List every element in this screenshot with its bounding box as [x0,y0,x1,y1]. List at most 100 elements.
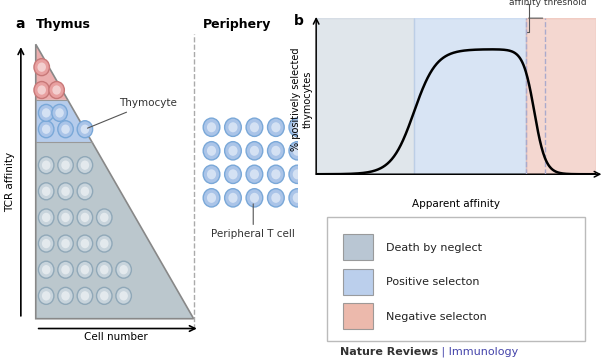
Circle shape [38,105,54,121]
Circle shape [271,146,280,156]
Circle shape [97,235,112,252]
Circle shape [61,187,70,196]
Circle shape [207,122,216,132]
Circle shape [42,291,50,301]
Circle shape [246,165,263,183]
Circle shape [246,142,263,160]
Circle shape [224,189,241,207]
Text: Thymocyte: Thymocyte [88,98,177,128]
Circle shape [61,239,70,248]
Circle shape [271,122,280,132]
Circle shape [42,125,50,134]
Text: Thymus: Thymus [36,18,91,31]
Polygon shape [36,142,193,319]
Circle shape [38,209,54,226]
Circle shape [100,213,109,222]
Circle shape [203,118,220,136]
Circle shape [38,287,54,304]
Circle shape [100,291,109,301]
Circle shape [289,118,306,136]
Text: Negative selecton: Negative selecton [386,311,487,322]
Circle shape [42,213,50,222]
FancyBboxPatch shape [327,217,585,341]
Circle shape [292,193,302,203]
Circle shape [81,291,89,301]
Text: a: a [15,17,24,31]
Circle shape [34,82,49,98]
Text: Positive selecton: Positive selecton [386,277,480,287]
Bar [316,18,414,174]
Circle shape [250,193,259,203]
Polygon shape [36,44,67,100]
Circle shape [61,125,70,134]
Circle shape [250,146,259,156]
Circle shape [289,189,306,207]
Circle shape [229,169,238,179]
Circle shape [97,209,112,226]
Circle shape [224,118,241,136]
Circle shape [58,209,74,226]
Circle shape [119,265,128,274]
Circle shape [38,85,46,95]
Circle shape [224,165,241,183]
Circle shape [229,122,238,132]
Circle shape [58,121,74,138]
Circle shape [229,193,238,203]
Text: TCR affinity: TCR affinity [5,151,15,212]
Text: Apparent affinity: Apparent affinity [412,199,500,209]
Circle shape [97,261,112,278]
Circle shape [289,142,306,160]
Circle shape [61,265,70,274]
Circle shape [42,265,50,274]
Circle shape [100,239,109,248]
Text: % positively selected
thymocytes: % positively selected thymocytes [291,48,313,151]
Bar [414,18,526,174]
Circle shape [77,183,92,200]
Circle shape [81,239,89,248]
Circle shape [42,108,50,118]
Text: | Immunology: | Immunology [438,347,518,357]
Circle shape [207,169,216,179]
Circle shape [58,287,74,304]
Circle shape [271,169,280,179]
Circle shape [77,157,92,174]
Circle shape [77,287,92,304]
FancyBboxPatch shape [343,269,373,295]
Circle shape [38,157,54,174]
Circle shape [203,189,220,207]
Text: b: b [294,14,303,28]
Circle shape [81,125,89,134]
Circle shape [38,261,54,278]
Circle shape [116,261,131,278]
Circle shape [224,142,241,160]
FancyBboxPatch shape [343,303,373,329]
Circle shape [246,189,263,207]
Circle shape [292,169,302,179]
Circle shape [250,122,259,132]
Circle shape [100,265,109,274]
Text: Death by neglect: Death by neglect [386,242,482,253]
Circle shape [61,213,70,222]
Text: Periphery: Periphery [202,18,271,31]
Circle shape [38,121,54,138]
Circle shape [38,183,54,200]
Circle shape [207,146,216,156]
Text: Nature Reviews: Nature Reviews [340,347,438,357]
Circle shape [77,261,92,278]
Text: Apparent
affinity threshold: Apparent affinity threshold [510,0,587,7]
Bar [526,18,596,174]
Circle shape [52,85,61,95]
Circle shape [268,189,284,207]
Circle shape [203,165,220,183]
Circle shape [49,82,64,98]
Circle shape [77,121,92,138]
Circle shape [61,291,70,301]
FancyBboxPatch shape [343,234,373,260]
Circle shape [116,287,131,304]
Circle shape [58,157,74,174]
Circle shape [42,160,50,170]
Circle shape [52,105,67,121]
Circle shape [61,160,70,170]
Circle shape [38,235,54,252]
Circle shape [207,193,216,203]
